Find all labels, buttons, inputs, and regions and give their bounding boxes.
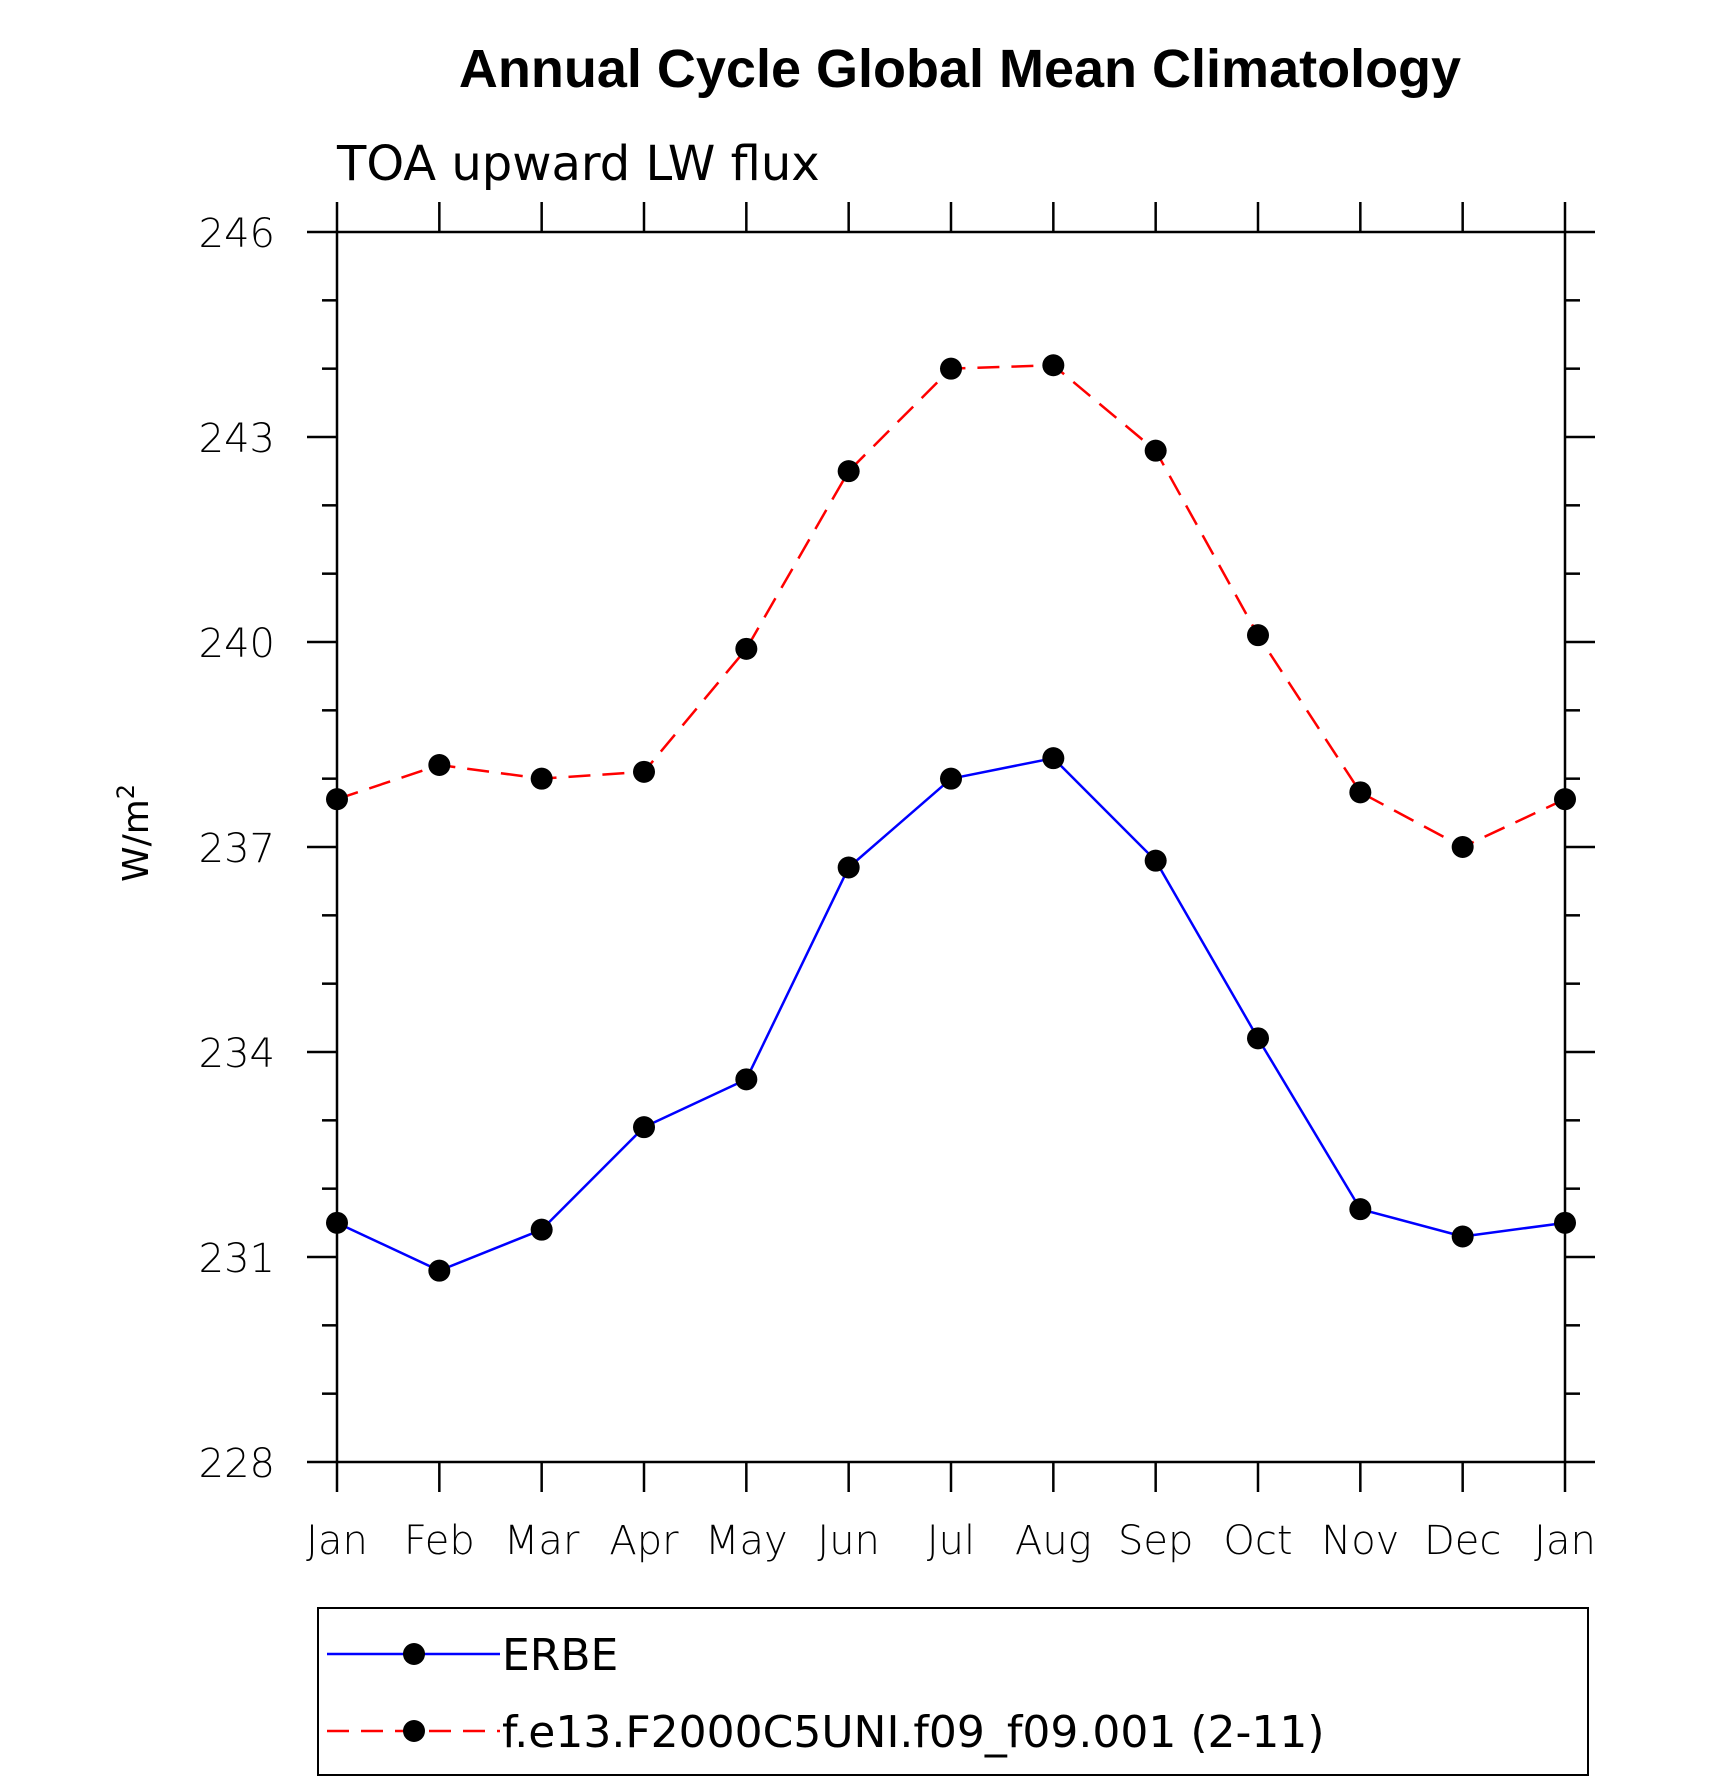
y-axis-label: W/m2 <box>112 784 157 882</box>
data-point <box>326 788 348 811</box>
series-line <box>336 756 1566 1272</box>
data-point <box>1349 1198 1372 1221</box>
x-tick-label: Jun <box>817 1518 880 1564</box>
y-axis-label-superscript: 2 <box>112 784 140 799</box>
data-point <box>1247 1027 1269 1050</box>
data-point <box>633 1116 655 1139</box>
x-tick-label: May <box>705 1518 788 1564</box>
chart-subtitle: TOA upward LW flux <box>336 136 820 192</box>
data-point <box>1554 788 1576 811</box>
legend-label-model: f.e13.F2000C5UNI.f09_f09.001 (2-11) <box>502 1707 1325 1758</box>
data-point <box>326 1211 348 1234</box>
plot-frame <box>335 230 1567 1464</box>
axes: Jan Feb Mar Apr May Jun Jul Aug Sep Oct Nov Dec Jan 2… <box>199 202 1596 1564</box>
y-tick-label: 237 <box>199 826 275 872</box>
data-point <box>1554 1211 1576 1234</box>
legend-label-erbe: ERBE <box>502 1630 618 1681</box>
series-model <box>326 354 1576 858</box>
data-point <box>633 760 655 783</box>
data-point <box>735 637 758 660</box>
series-erbe <box>326 747 1576 1282</box>
y-tick-label: 243 <box>199 416 275 462</box>
data-point <box>940 767 962 790</box>
data-point <box>1144 439 1167 462</box>
data-point <box>940 357 962 380</box>
x-tick-label: Aug <box>1015 1518 1092 1564</box>
y-tick-label: 234 <box>199 1031 275 1077</box>
y-tick-label: 228 <box>199 1441 275 1487</box>
data-point <box>1247 624 1269 647</box>
data-point <box>1451 836 1474 858</box>
y-tick-label: 240 <box>199 621 275 667</box>
data-point <box>1349 781 1372 804</box>
data-point <box>1042 354 1065 377</box>
data-point <box>530 1218 553 1241</box>
x-tick-label: Jan <box>1534 1518 1596 1564</box>
series-layer <box>326 354 1576 1282</box>
data-point <box>1144 849 1167 872</box>
x-tick-label: Dec <box>1424 1518 1501 1564</box>
data-point <box>530 767 553 790</box>
data-point <box>735 1068 758 1091</box>
chart-title: Annual Cycle Global Mean Climatology <box>459 39 1461 99</box>
x-tick-label: Oct <box>1223 1518 1292 1564</box>
legend: ERBE f.e13.F2000C5UNI.f09_f09.001 (2-11) <box>317 1607 1589 1776</box>
data-point <box>837 856 860 879</box>
legend-marker-model <box>403 1720 425 1742</box>
data-point <box>1451 1225 1474 1248</box>
svg-text:W/m2: W/m2 <box>112 784 157 882</box>
x-tick-label: Jan <box>306 1518 368 1564</box>
data-point <box>1042 747 1065 770</box>
x-tick-label: Mar <box>504 1518 580 1564</box>
data-point <box>837 460 860 483</box>
y-tick-label: 246 <box>199 211 275 257</box>
y-tick-label: 231 <box>199 1236 275 1282</box>
legend-box <box>317 1607 1589 1776</box>
x-tick-label: Feb <box>404 1518 475 1564</box>
x-tick-label: Sep <box>1118 1518 1193 1564</box>
x-tick-label: Apr <box>609 1518 679 1564</box>
y-axis-label-base: W/m <box>116 799 157 882</box>
data-point <box>428 754 451 776</box>
x-tick-label: Nov <box>1321 1518 1399 1564</box>
x-tick-label: Jul <box>927 1518 975 1564</box>
data-point <box>428 1259 451 1282</box>
legend-marker-erbe <box>403 1643 425 1665</box>
